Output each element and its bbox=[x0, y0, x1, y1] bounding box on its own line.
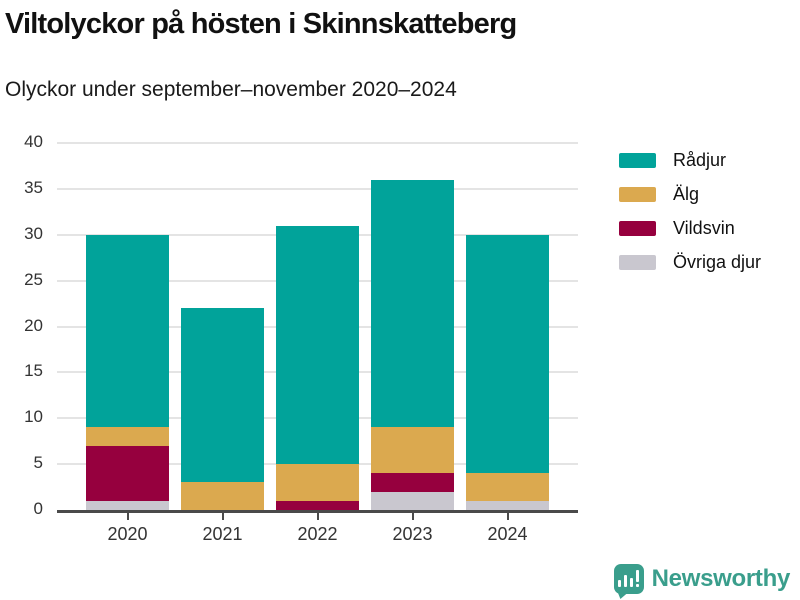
speech-bubble-tail bbox=[617, 592, 629, 599]
x-axis-tick bbox=[506, 513, 509, 520]
y-tick-label: 35 bbox=[24, 177, 43, 197]
legend-label: Övriga djur bbox=[673, 252, 762, 272]
legend-swatch bbox=[619, 255, 656, 270]
legend-label: Älg bbox=[673, 184, 700, 204]
bar-segment-2021-Rådjur bbox=[180, 308, 265, 483]
legend-item-Rådjur: Rådjur bbox=[619, 150, 761, 171]
bar-slot-2020 bbox=[80, 143, 175, 520]
y-axis-labels: 0 5 10 15 20 25 30 35 40 bbox=[0, 133, 46, 518]
x-axis-tick bbox=[221, 513, 224, 520]
bar-segment-2022-Vildsvin bbox=[275, 500, 360, 510]
newsworthy-logo-icon bbox=[613, 564, 644, 599]
x-tick-label: 2023 bbox=[392, 524, 433, 544]
plot-area bbox=[57, 142, 578, 520]
logo-bar-glyph bbox=[617, 580, 622, 587]
bar-segment-2023-Vildsvin bbox=[370, 473, 455, 492]
y-tick-label: 20 bbox=[24, 315, 43, 335]
gridline bbox=[57, 142, 578, 144]
chart-subtitle: Olyckor under september–november 2020–20… bbox=[5, 78, 457, 101]
logo-exclamation-glyph bbox=[635, 569, 640, 587]
bar-segment-2020-Rådjur bbox=[85, 234, 170, 428]
bar-slot-2024 bbox=[460, 143, 555, 520]
bar-slot-2021 bbox=[175, 143, 270, 520]
brand-footer: Newsworthy bbox=[613, 564, 791, 599]
y-tick-label: 40 bbox=[24, 132, 43, 151]
bar-segment-2023-Rådjur bbox=[370, 179, 455, 428]
x-tick-label: 2022 bbox=[297, 524, 338, 544]
x-tick-label: 2020 bbox=[107, 524, 148, 544]
bar-segment-2020-Älg bbox=[85, 427, 170, 446]
legend-item-Älg: Älg bbox=[619, 184, 761, 205]
bar-segment-2024-Älg bbox=[465, 473, 550, 501]
stacked-bar-2020 bbox=[85, 234, 170, 510]
x-axis-tick bbox=[126, 513, 129, 520]
x-axis-tick bbox=[411, 513, 414, 520]
legend-item-Övriga djur: Övriga djur bbox=[619, 252, 761, 273]
bar-segment-2022-Rådjur bbox=[275, 225, 360, 465]
logo-bar-glyph bbox=[629, 578, 634, 587]
legend: Rådjur Älg Vildsvin Övriga djur bbox=[619, 150, 761, 286]
y-tick-label: 15 bbox=[24, 361, 43, 381]
stacked-bar-2022 bbox=[275, 225, 360, 510]
bar-segment-2020-Vildsvin bbox=[85, 445, 170, 501]
gridline bbox=[57, 187, 578, 190]
bar-segment-2024-Rådjur bbox=[465, 234, 550, 474]
y-tick-label: 0 bbox=[33, 499, 43, 518]
y-tick-label: 25 bbox=[24, 269, 43, 289]
legend-swatch bbox=[619, 153, 656, 168]
legend-item-Vildsvin: Vildsvin bbox=[619, 218, 761, 239]
logo-bar-glyph bbox=[623, 575, 628, 587]
page-title: Viltolyckor på hösten i Skinnskatteberg bbox=[5, 8, 517, 40]
y-tick-label: 10 bbox=[24, 407, 43, 427]
bar-slot-2023 bbox=[365, 143, 460, 520]
stacked-bar-2024 bbox=[465, 234, 550, 510]
bar-segment-2024-Övriga djur bbox=[465, 500, 550, 510]
legend-swatch bbox=[619, 221, 656, 236]
bar-segment-2023-Övriga djur bbox=[370, 491, 455, 510]
x-axis-labels: 2020 2021 2022 2023 2024 bbox=[57, 524, 578, 545]
y-tick-label: 30 bbox=[24, 223, 43, 243]
x-tick-label: 2024 bbox=[487, 524, 528, 544]
legend-swatch bbox=[619, 187, 656, 202]
stacked-bar-2021 bbox=[180, 308, 265, 510]
y-tick-label: 5 bbox=[33, 453, 43, 473]
bars-row bbox=[57, 143, 578, 520]
bar-segment-2023-Älg bbox=[370, 427, 455, 474]
bar-segment-2020-Övriga djur bbox=[85, 500, 170, 510]
legend-label: Vildsvin bbox=[673, 218, 735, 238]
legend-label: Rådjur bbox=[673, 150, 727, 170]
brand-name: Newsworthy bbox=[651, 565, 791, 592]
bar-slot-2022 bbox=[270, 143, 365, 520]
stacked-bar-2023 bbox=[370, 179, 455, 510]
x-tick-label: 2021 bbox=[202, 524, 243, 544]
x-axis-tick bbox=[316, 513, 319, 520]
bar-segment-2022-Älg bbox=[275, 464, 360, 501]
bar-segment-2021-Älg bbox=[180, 482, 265, 510]
